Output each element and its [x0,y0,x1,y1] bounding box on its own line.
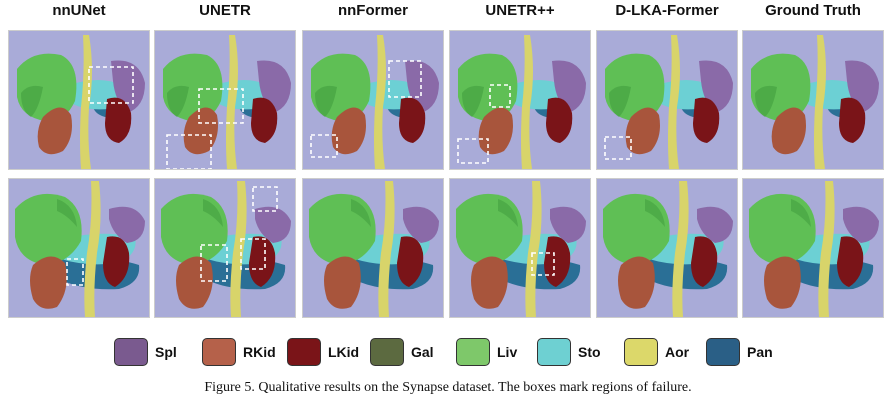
organ-render [155,179,295,317]
segmentation-panel [449,178,591,318]
segmentation-panel [596,178,738,318]
segmentation-panel [154,178,296,318]
column-header: nnFormer [337,2,408,19]
segmentation-panel [8,30,150,170]
column-header: nnUNet [52,2,106,19]
organ-render [303,179,443,317]
organ-render [9,31,149,169]
legend-label: Gal [411,344,434,360]
failure-box [166,134,212,169]
legend-swatch [114,338,148,366]
failure-box [604,136,632,160]
legend-item: LKid [287,336,359,368]
segmentation-panel [449,30,591,170]
segmentation-panel [8,178,150,318]
organ-render [303,31,443,169]
legend-swatch [706,338,740,366]
legend-item: Sto [537,336,601,368]
failure-box [200,244,228,282]
segmentation-panel [302,30,444,170]
legend-label: Spl [155,344,177,360]
legend: Spl RKid LKid Gal Liv Sto Aor Pan [0,336,896,368]
legend-label: Pan [747,344,773,360]
column-header: D-LKA-Former [615,2,719,19]
legend-swatch [537,338,571,366]
segmentation-panel [154,30,296,170]
legend-label: Sto [578,344,601,360]
failure-box [198,88,244,124]
failure-box [531,252,555,276]
failure-box [310,134,338,158]
legend-item: Spl [114,336,177,368]
organ-render [155,31,295,169]
failure-box [489,84,511,108]
legend-item: RKid [202,336,276,368]
failure-box [388,60,422,98]
organ-render [597,179,737,317]
legend-item: Gal [370,336,434,368]
legend-item: Aor [624,336,689,368]
organ-render [597,31,737,169]
segmentation-panel [302,178,444,318]
organ-render [743,31,883,169]
legend-item: Pan [706,336,773,368]
figure-caption: Figure 5. Qualitative results on the Syn… [204,380,692,395]
legend-swatch [287,338,321,366]
column-header: Ground Truth [765,2,861,19]
legend-swatch [456,338,490,366]
legend-label: LKid [328,344,360,360]
column-header: UNETR [199,2,251,19]
column-header: UNETR++ [485,2,555,19]
organ-render [743,179,883,317]
organ-render [450,179,590,317]
failure-box [457,138,489,164]
failure-box [240,238,266,270]
legend-swatch [624,338,658,366]
legend-label: Liv [497,344,518,360]
failure-box [88,66,134,104]
organ-render [450,31,590,169]
legend-label: Aor [665,344,690,360]
organ-render [9,179,149,317]
failure-box [66,258,84,286]
segmentation-panel [596,30,738,170]
failure-box [252,186,278,212]
legend-label: RKid [243,344,276,360]
segmentation-panel [742,178,884,318]
legend-swatch [202,338,236,366]
legend-item: Liv [456,336,517,368]
segmentation-panel [742,30,884,170]
legend-swatch [370,338,404,366]
